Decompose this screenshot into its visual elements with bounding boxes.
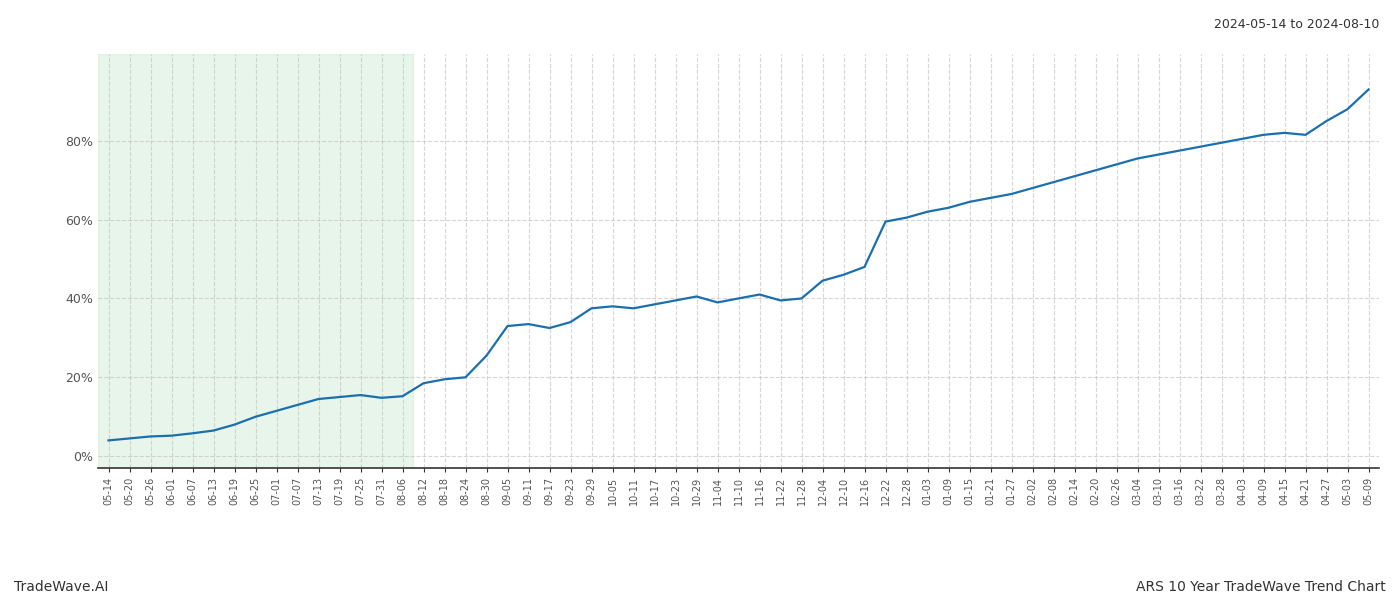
Text: ARS 10 Year TradeWave Trend Chart: ARS 10 Year TradeWave Trend Chart bbox=[1137, 580, 1386, 594]
Bar bbox=[98, 54, 413, 468]
Text: TradeWave.AI: TradeWave.AI bbox=[14, 580, 108, 594]
Text: 2024-05-14 to 2024-08-10: 2024-05-14 to 2024-08-10 bbox=[1214, 18, 1379, 31]
